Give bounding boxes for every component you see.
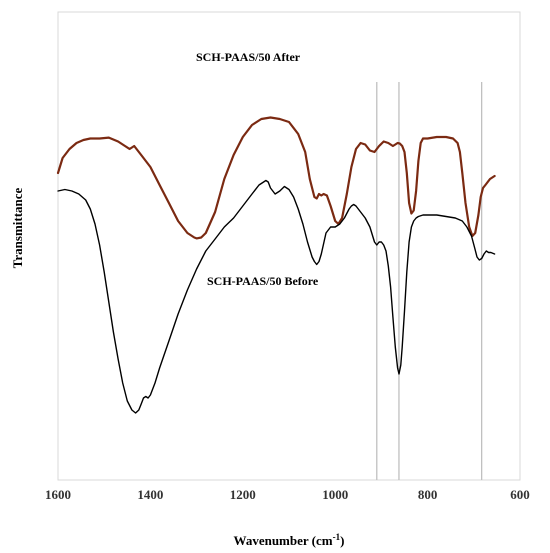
x-axis-title: Wavenumber (cm-1) bbox=[234, 532, 345, 548]
plot-area bbox=[57, 11, 521, 481]
series-layer bbox=[56, 116, 496, 414]
series-label-after: SCH-PAAS/50 After bbox=[196, 50, 301, 64]
x-axis-ticks: 1600 1400 1200 1000 800 600 bbox=[45, 487, 530, 502]
series-label-before: SCH-PAAS/50 Before bbox=[207, 274, 319, 288]
x-tick-label-3: 1000 bbox=[322, 487, 348, 502]
x-tick-label-2: 1200 bbox=[230, 487, 256, 502]
x-tick-label-4: 800 bbox=[418, 487, 438, 502]
series-line-0 bbox=[56, 116, 496, 240]
x-tick-label-1: 1400 bbox=[137, 487, 163, 502]
x-tick-label-0: 1600 bbox=[45, 487, 71, 502]
y-axis-title: Transmittance bbox=[10, 187, 25, 268]
x-tick-label-5: 600 bbox=[510, 487, 530, 502]
series-line-1 bbox=[57, 179, 496, 414]
